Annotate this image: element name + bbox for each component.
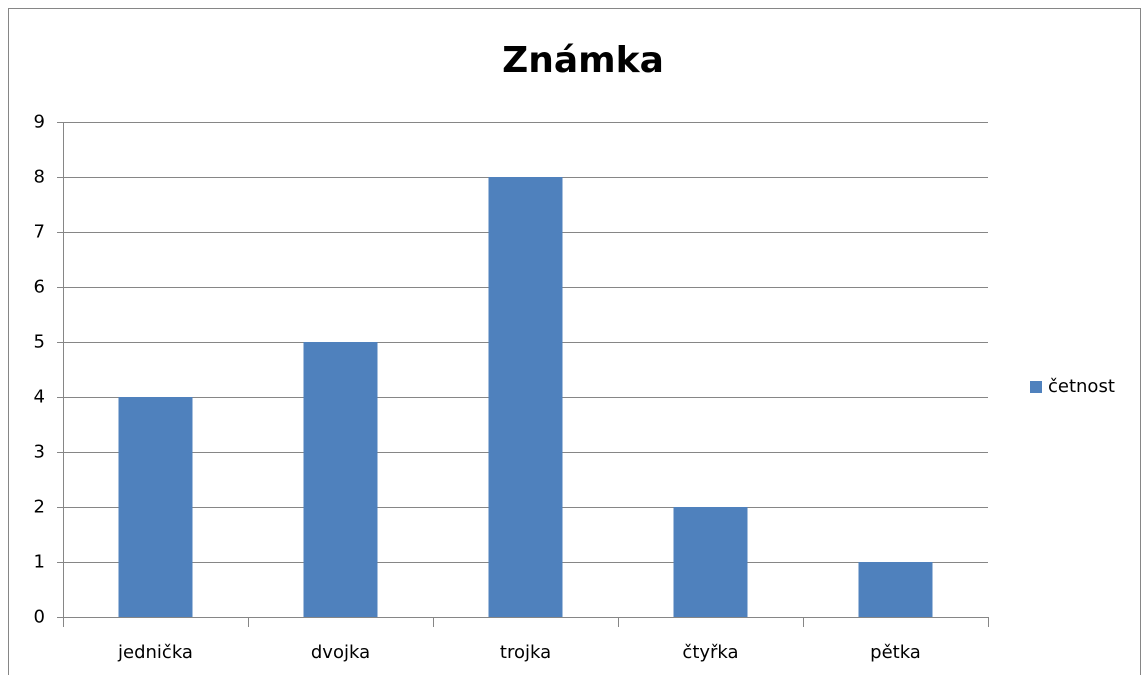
y-tick-label: 3 xyxy=(34,442,45,463)
x-tick-label: jednička xyxy=(117,642,193,663)
y-tick-label: 8 xyxy=(34,167,45,188)
y-tick-label: 4 xyxy=(34,387,45,408)
bar xyxy=(673,507,748,617)
chart-frame xyxy=(8,8,1141,675)
x-tick-label: čtyřka xyxy=(682,642,738,663)
x-tick-label: dvojka xyxy=(311,642,370,663)
bar xyxy=(118,397,193,617)
y-tick-label: 2 xyxy=(34,497,45,518)
y-tick-label: 5 xyxy=(34,332,45,353)
y-tick-label: 6 xyxy=(34,277,45,298)
y-tick-label: 1 xyxy=(34,552,45,573)
legend-label: četnost xyxy=(1048,376,1115,397)
bar xyxy=(858,562,933,617)
bar xyxy=(488,177,563,617)
legend-swatch xyxy=(1030,381,1042,393)
bar xyxy=(303,342,378,617)
x-tick-label: pětka xyxy=(870,642,921,663)
x-tick-label: trojka xyxy=(500,642,551,663)
chart-title: Známka xyxy=(502,40,664,81)
y-tick-label: 7 xyxy=(34,222,45,243)
y-tick-label: 9 xyxy=(34,112,45,133)
y-tick-label: 0 xyxy=(34,607,45,628)
